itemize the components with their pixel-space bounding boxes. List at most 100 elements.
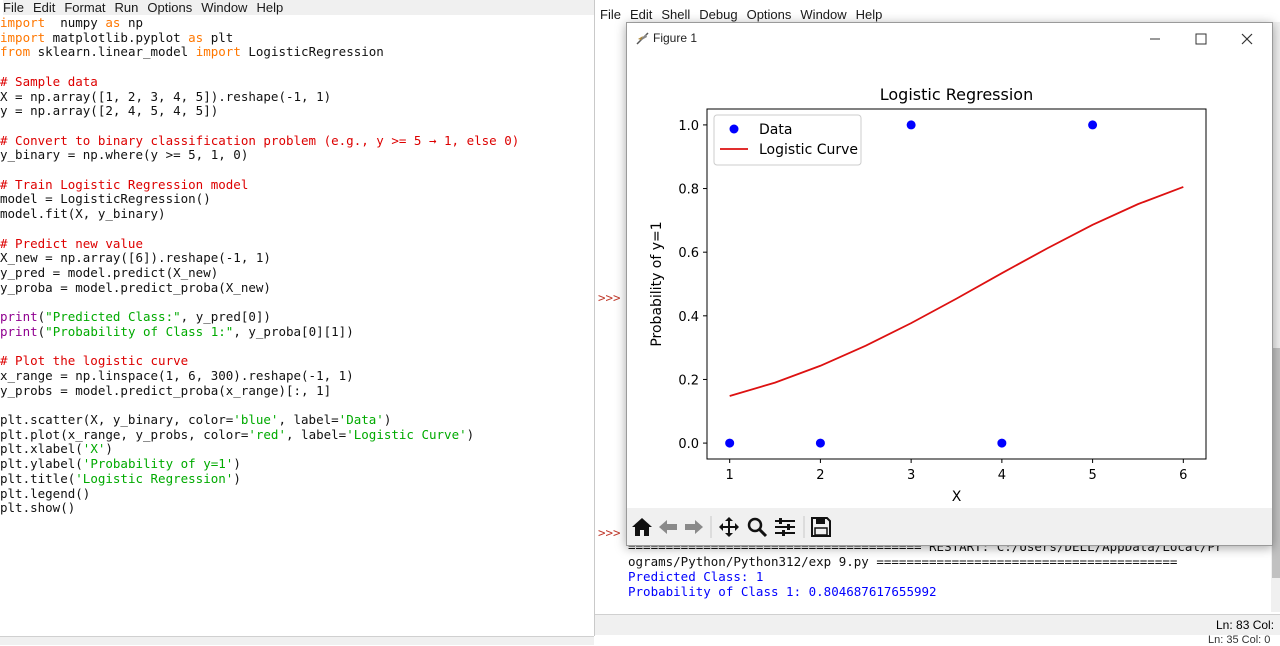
x-tick-label: 5 [1088,468,1096,483]
output-predicted-class: Predicted Class: 1 [628,569,764,584]
shell-output[interactable]: ======================================= … [628,539,1278,599]
code-line [0,119,594,134]
y-tick-label: 1.0 [678,119,699,134]
code-line: from sklearn.linear_model import Logisti… [0,44,384,60]
plot-area [706,108,1207,460]
code-line: print("Probability of Class 1:", y_proba… [0,323,354,339]
close-button[interactable] [1227,27,1267,51]
code-line [0,295,594,310]
y-tick-label: 0.8 [678,183,699,198]
figure-toolbar [627,508,1272,545]
code-line: y_binary = np.where(y >= 5, 1, 0) [0,147,249,163]
y-tick-label: 0.2 [678,373,699,388]
x-tick-label: 6 [1179,468,1187,483]
code-line: x_range = np.linspace(1, 6, 300).reshape… [0,367,354,383]
code-line: print("Predicted Class:", y_pred[0]) [0,309,271,325]
shell-menu-options[interactable]: Options [746,7,792,22]
editor-menu-window[interactable]: Window [201,0,248,15]
editor-statusbar [0,636,594,645]
toolbar-separator [803,516,805,538]
code-line: X = np.array([1, 2, 3, 4, 5]).reshape(-1… [0,88,332,104]
editor-menu-run[interactable]: Run [114,0,139,15]
forward-arrow-icon[interactable] [682,516,706,538]
editor-menu-help[interactable]: Help [256,0,284,15]
x-tick-label: 2 [816,468,824,483]
code-line: model.fit(X, y_binary) [0,206,166,222]
code-line: import numpy as np [0,16,144,30]
editor-menu-file[interactable]: File [3,0,24,15]
code-line: import matplotlib.pyplot as plt [0,29,234,45]
code-line: model = LogisticRegression() [0,191,211,207]
figure-window: Figure 1 Logistic Regression X Probability… [626,22,1273,546]
editor-cursor-position: Ln: 35 Col: 0 [1208,634,1271,646]
figure-titlebar[interactable]: Figure 1 [627,23,1272,55]
data-point [815,438,825,448]
scrollbar-thumb[interactable] [1272,348,1280,578]
shell-menu-edit[interactable]: Edit [629,7,653,22]
shell-scrollbar[interactable] [1271,22,1280,612]
editor-menubar: File Edit Format Run Options Window Help [3,0,599,15]
shell-menu-help[interactable]: Help [855,7,883,22]
code-line: # Sample data [0,73,98,89]
code-line: X_new = np.array([6]).reshape(-1, 1) [0,250,271,266]
zoom-icon[interactable] [745,516,769,538]
data-point [725,438,735,448]
home-icon[interactable] [630,516,654,538]
shell-menu-shell[interactable]: Shell [661,7,691,22]
x-axis-label: X [952,489,962,505]
code-line: plt.show() [0,500,76,516]
code-line: # Train Logistic Regression model [0,176,249,192]
shell-prompt: >>> [598,525,621,540]
editor-menu-edit[interactable]: Edit [32,0,56,15]
shell-menu-file[interactable]: File [600,7,621,22]
code-editor[interactable]: import numpy as np import matplotlib.pypl… [0,16,594,636]
y-tick-label: 0.6 [678,246,699,261]
editor-menu-options[interactable]: Options [147,0,193,15]
x-tick-label: 3 [907,468,915,483]
restart-line-2: ograms/Python/Python312/exp 9.py =======… [628,554,1178,569]
shell-cursor-position: Ln: 83 Col: [1216,618,1275,632]
x-tick-label: 1 [726,468,734,483]
back-arrow-icon[interactable] [656,516,680,538]
toolbar-separator [710,516,712,538]
code-line: y_probs = model.predict_proba(x_range)[:… [0,382,332,398]
code-line: y = np.array([2, 4, 5, 4, 5]) [0,103,219,119]
plot-canvas[interactable]: Logistic Regression X Probability of y=1 1 2… [627,56,1272,508]
configure-subplots-icon[interactable] [773,516,797,538]
shell-menu-debug[interactable]: Debug [699,7,738,22]
shell-menu-window[interactable]: Window [800,7,847,22]
code-line: plt.title('Logistic Regression') [0,470,241,486]
code-line: # Predict new value [0,235,143,251]
legend-data-label: Data [759,122,792,138]
shell-menubar: File Edit Shell Debug Options Window Help [600,7,882,22]
legend-data-marker [729,124,739,134]
code-line [0,222,594,237]
legend-curve-label: Logistic Curve [759,142,858,158]
code-line: plt.scatter(X, y_binary, color='blue', l… [0,411,392,427]
code-line: plt.plot(x_range, y_probs, color='red', … [0,426,475,442]
pan-icon[interactable] [717,516,741,538]
save-icon[interactable] [809,516,833,538]
data-point [1088,120,1098,130]
shell-prompt: >>> [598,290,621,305]
editor-menu-format[interactable]: Format [64,0,106,15]
shell-statusbar: Ln: 83 Col: [595,614,1280,635]
maximize-button[interactable] [1181,27,1221,51]
code-line: # Convert to binary classification probl… [0,132,520,148]
figure-title: Figure 1 [653,31,698,45]
y-axis-label: Probability of y=1 [649,221,665,346]
data-point [997,438,1007,448]
code-line: plt.xlabel('X') [0,441,113,457]
matplotlib-feather-icon [636,32,649,45]
output-probability: Probability of Class 1: 0.80468761765599… [628,584,937,599]
code-line [0,339,594,354]
chart-title: Logistic Regression [880,85,1033,104]
data-point [906,120,916,130]
y-tick-label: 0.0 [678,437,699,452]
minimize-button[interactable] [1135,27,1175,51]
legend-box [713,114,862,166]
code-line: plt.ylabel('Probability of y=1') [0,456,241,472]
code-line: plt.legend() [0,485,91,501]
y-tick-label: 0.4 [678,310,699,325]
code-line [0,163,594,178]
